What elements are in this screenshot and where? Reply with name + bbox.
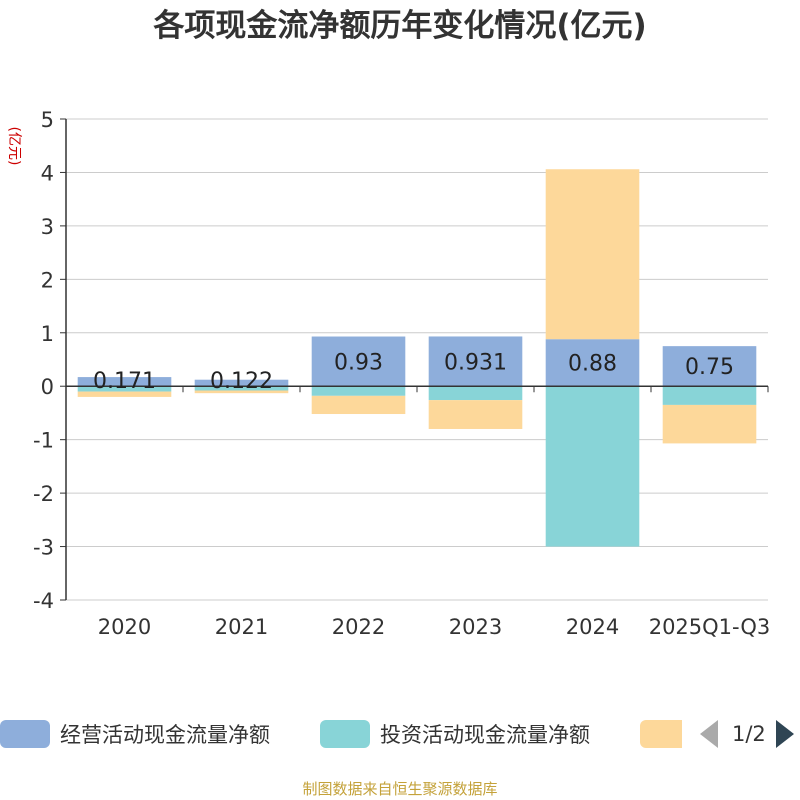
legend-label-operating: 经营活动现金流量净额: [60, 723, 270, 747]
legend-item-operating[interactable]: 经营活动现金流量净额: [0, 716, 270, 752]
bar-series-0-2020[interactable]: [77, 377, 172, 387]
bar-series-0-2021[interactable]: [194, 379, 289, 387]
bar-series-1-2020[interactable]: [77, 386, 172, 392]
x-tick-label: 2022: [332, 615, 385, 639]
x-tick-label: 2021: [215, 615, 268, 639]
y-tick-label: -3: [33, 536, 54, 560]
x-tick-label: 2023: [449, 615, 502, 639]
cash-flow-chart: 各项现金流净额历年变化情况(亿元) (亿元) 5 4 3 2 1 0 -1 -2 -3 -4 202…: [6, 8, 771, 639]
bar-series-1-2024[interactable]: [545, 386, 640, 547]
bar-series-1-2025Q1-Q3[interactable]: [662, 386, 757, 405]
chart-legend: 经营活动现金流量净额 投资活动现金流量净额 1/2: [0, 716, 800, 752]
data-label-2022: 0.93: [334, 350, 383, 375]
y-tick-label: 3: [41, 215, 54, 239]
y-tick-label: 0: [41, 375, 54, 399]
legend-page-indicator: 1/2: [732, 722, 766, 746]
y-tick-label: -1: [33, 429, 54, 453]
bar-series-1-2022[interactable]: [311, 386, 406, 396]
legend-swatch-operating: [0, 720, 50, 748]
y-tick-label: 4: [41, 161, 54, 185]
legend-prev-page-icon[interactable]: [700, 720, 718, 748]
data-label-2024: 0.88: [568, 352, 617, 377]
bar-series-2-2022[interactable]: [311, 395, 406, 415]
bar-series-0-2025Q1-Q3[interactable]: [662, 346, 757, 387]
legend-swatch-financing: [640, 720, 682, 748]
legend-item-financing[interactable]: [640, 716, 682, 752]
legend-next-page-icon[interactable]: [775, 720, 794, 748]
y-tick-label: -4: [33, 589, 54, 613]
legend-label-investing: 投资活动现金流量净额: [380, 723, 590, 747]
data-label-2023: 0.931: [444, 350, 507, 375]
x-tick-label: 2025Q1-Q3: [649, 615, 771, 639]
x-tick-label: 2020: [98, 615, 151, 639]
bar-series-2-2024[interactable]: [545, 169, 640, 340]
bar-series-1-2021[interactable]: [194, 386, 289, 391]
chart-title: 各项现金流净额历年变化情况(亿元): [152, 8, 646, 44]
data-source-note: 制图数据来自恒生聚源数据库: [302, 780, 498, 798]
y-tick-label: 2: [41, 268, 54, 292]
legend-pager: 1/2: [700, 716, 794, 752]
y-axis-label: (亿元): [6, 127, 22, 166]
data-label-2020: 0.171: [93, 369, 156, 394]
legend-swatch-investing: [320, 720, 370, 748]
bar-series-0-2023[interactable]: [428, 336, 523, 387]
data-label-2025Q1-Q3: 0.75: [685, 355, 734, 380]
bar-series-2-2021[interactable]: [194, 390, 289, 394]
bar-series-0-2024[interactable]: [545, 339, 640, 387]
x-tick-label: 2024: [566, 615, 619, 639]
bar-series-2-2025Q1-Q3[interactable]: [662, 404, 757, 444]
bar-series-2-2020[interactable]: [77, 391, 172, 397]
y-tick-label: 5: [41, 108, 54, 132]
bar-series-1-2023[interactable]: [428, 386, 523, 401]
y-tick-label: -2: [33, 482, 54, 506]
bar-series-2-2023[interactable]: [428, 400, 523, 429]
y-tick-label: 1: [41, 322, 54, 346]
legend-item-investing[interactable]: 投资活动现金流量净额: [320, 716, 590, 752]
data-label-2021: 0.122: [210, 369, 273, 394]
bar-series-0-2022[interactable]: [311, 336, 406, 387]
